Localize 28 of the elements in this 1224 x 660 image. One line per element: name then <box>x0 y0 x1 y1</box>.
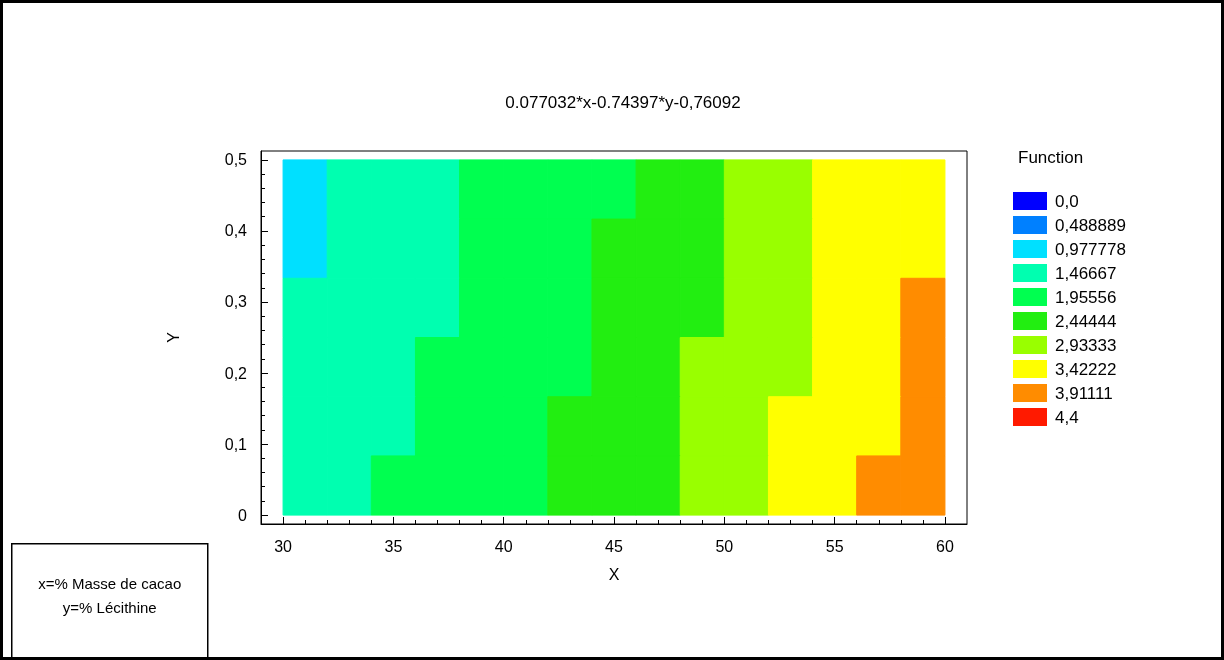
y-tick-label: 0 <box>238 506 248 524</box>
color-bar-label: 4,4 <box>1055 407 1079 427</box>
y-tick-label: 0,5 <box>224 151 248 169</box>
text: x=% Masse de cacao y=% Lécithine <box>38 575 182 617</box>
x-tick-label: 35 <box>384 537 403 555</box>
x-tick-label: 30 <box>274 537 293 555</box>
x-tick-label: 55 <box>825 537 844 555</box>
y-tick-label: 0,1 <box>224 435 248 453</box>
color-bar-label: 3,42222 <box>1055 359 1117 379</box>
x-tick-label: 45 <box>605 537 623 555</box>
y-tick-label: 0,3 <box>224 293 248 311</box>
y-tick-label: 0,2 <box>224 364 248 382</box>
y-tick-label: 0,4 <box>224 222 248 240</box>
color-bar-label: 1,95556 <box>1055 287 1117 307</box>
x-tick-label: 50 <box>715 537 734 555</box>
color-bar-label: 0,488889 <box>1055 215 1126 235</box>
color-bar-label: 2,44444 <box>1055 311 1117 331</box>
y-axis-title: Y <box>164 331 182 343</box>
chart-title: 0.077032*x-0.74397*y-0,76092 <box>505 93 741 112</box>
x-axis-title: X <box>608 565 620 583</box>
color-bar-label: 0,0 <box>1055 191 1079 211</box>
color-bar-label: 2,93333 <box>1055 335 1117 355</box>
x-tick-label: 40 <box>494 537 513 555</box>
color-bar-title: Function <box>1018 148 1084 167</box>
color-bar-label: 1,46667 <box>1055 263 1117 283</box>
color-bar-label: 3,91111 <box>1055 383 1113 403</box>
color-bar-label: 0,977778 <box>1055 239 1126 259</box>
x-tick-label: 60 <box>936 537 954 555</box>
